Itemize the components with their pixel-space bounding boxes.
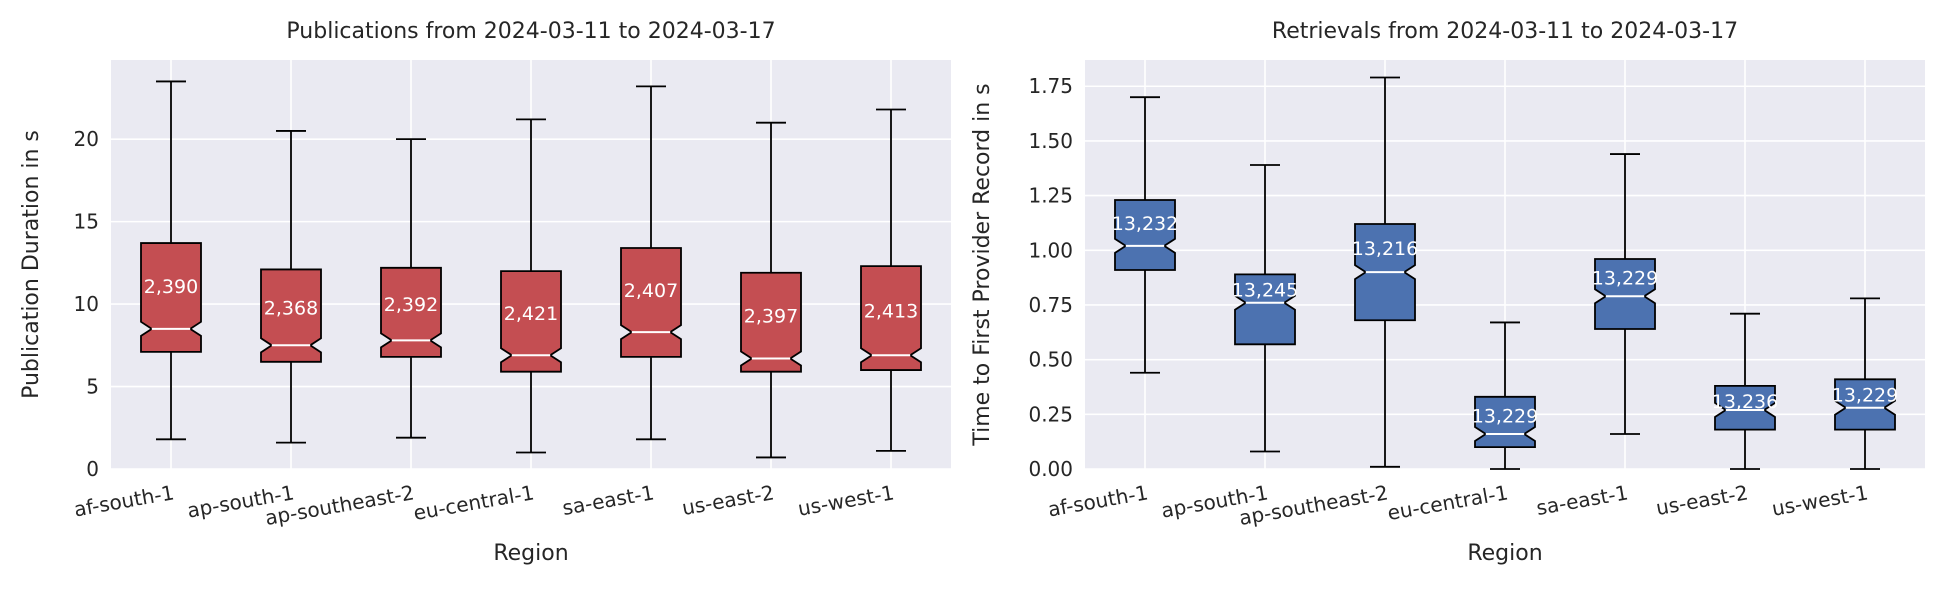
x-tick-label: eu-central-1 — [1386, 480, 1510, 525]
box — [140, 242, 202, 353]
count-label: 13,236 — [1712, 391, 1778, 413]
y-axis-label: Publication Duration in s — [19, 130, 44, 399]
count-label: 2,421 — [504, 303, 558, 325]
y-tick-label: 10 — [74, 292, 99, 316]
y-tick-label: 1.75 — [1028, 74, 1073, 98]
y-tick-label: 1.00 — [1028, 238, 1073, 262]
x-tick-label: us-west-1 — [796, 480, 896, 521]
y-tick-label: 0.75 — [1028, 293, 1073, 317]
count-label: 2,407 — [624, 280, 678, 302]
box — [740, 271, 802, 373]
x-tick-label: af-south-1 — [1046, 480, 1150, 521]
chart-title: Publications from 2024-03-11 to 2024-03-… — [286, 19, 775, 44]
count-label: 2,390 — [144, 276, 198, 298]
box — [1114, 199, 1176, 271]
box — [380, 266, 442, 358]
y-tick-label: 0.50 — [1028, 348, 1073, 372]
count-label: 2,368 — [264, 297, 318, 319]
count-label: 13,245 — [1232, 279, 1298, 301]
y-tick-label: 0.00 — [1028, 457, 1073, 481]
count-label: 2,413 — [864, 301, 918, 323]
box — [1234, 273, 1296, 346]
x-tick-label: us-west-1 — [1770, 480, 1870, 521]
y-tick-label: 0 — [86, 457, 99, 481]
x-tick-label: sa-east-1 — [1534, 480, 1629, 520]
y-axis-label: Time to First Provider Record in s — [970, 83, 995, 446]
y-tick-label: 0.25 — [1028, 402, 1073, 426]
count-label: 13,229 — [1832, 384, 1898, 406]
count-label: 13,232 — [1112, 213, 1178, 235]
y-tick-label: 1.25 — [1028, 184, 1073, 208]
count-label: 2,392 — [384, 294, 438, 316]
x-axis-label: Region — [493, 541, 568, 566]
box — [1834, 378, 1896, 431]
x-tick-label: sa-east-1 — [560, 480, 655, 520]
x-tick-label: us-east-2 — [1654, 480, 1750, 520]
y-tick-label: 5 — [86, 375, 99, 399]
y-tick-label: 1.50 — [1028, 129, 1073, 153]
x-tick-label: us-east-2 — [680, 480, 776, 520]
y-tick-label: 20 — [74, 127, 99, 151]
box — [1714, 384, 1776, 431]
x-tick-label: eu-central-1 — [412, 480, 536, 525]
count-label: 13,229 — [1592, 268, 1658, 290]
count-label: 13,229 — [1472, 405, 1538, 427]
count-label: 13,216 — [1352, 238, 1418, 260]
box — [860, 265, 922, 371]
y-tick-label: 15 — [74, 210, 99, 234]
retrievals-plot: 0.00 0.25 0.50 0.75 1.00 1.25 1.50 1.75 af-south… — [970, 19, 1925, 566]
x-axis-label: Region — [1467, 541, 1542, 566]
box — [260, 268, 322, 363]
box — [500, 270, 562, 373]
count-label: 2,397 — [744, 306, 798, 328]
box — [1594, 258, 1656, 330]
box — [620, 247, 682, 358]
chart-title: Retrievals from 2024-03-11 to 2024-03-17 — [1272, 19, 1738, 44]
x-tick-label: af-south-1 — [72, 480, 176, 521]
